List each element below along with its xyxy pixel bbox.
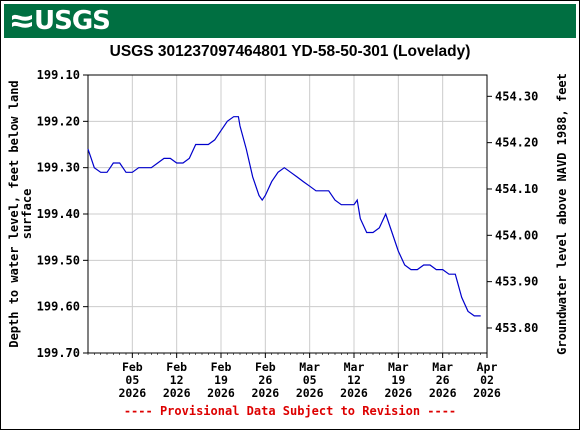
x-tick-label: 2026 bbox=[340, 386, 368, 400]
left-tick-label: 199.60 bbox=[37, 300, 80, 314]
plot-border bbox=[87, 74, 488, 354]
series-line bbox=[87, 116, 481, 317]
x-tick-label: Mar bbox=[432, 360, 453, 374]
usgs-wave-icon bbox=[12, 14, 32, 28]
right-tick-label: 454.00 bbox=[495, 228, 538, 242]
left-tick-label: 199.40 bbox=[37, 207, 80, 221]
right-tick-label: 454.20 bbox=[495, 136, 538, 150]
x-tick-label: Feb bbox=[122, 360, 143, 374]
usgs-logo: USGS bbox=[34, 6, 111, 36]
x-tick-label: 2026 bbox=[207, 386, 235, 400]
x-tick-label: 2026 bbox=[296, 386, 324, 400]
x-tick-label: Feb bbox=[211, 360, 232, 374]
x-tick-label: 12 bbox=[347, 373, 361, 387]
right-tick-label: 454.10 bbox=[495, 182, 538, 196]
x-tick-label: 19 bbox=[391, 373, 405, 387]
x-tick-label: 26 bbox=[436, 373, 450, 387]
x-tick-label: Mar bbox=[344, 360, 365, 374]
y-axis-label-right: Groundwater level above NAVD 1988, feet bbox=[555, 73, 569, 355]
left-tick-label: 199.20 bbox=[37, 114, 80, 128]
y-axis-label-left: Depth to water level, feet below land bbox=[7, 80, 21, 347]
x-tick-label: Mar bbox=[388, 360, 409, 374]
provisional-notice: ---- Provisional Data Subject to Revisio… bbox=[123, 404, 457, 418]
x-tick-label: Apr bbox=[477, 360, 498, 374]
x-tick-label: Feb bbox=[166, 360, 187, 374]
left-tick-label: 199.10 bbox=[37, 68, 80, 82]
y-axis-label-left: surface bbox=[20, 189, 34, 240]
x-tick-label: 2026 bbox=[384, 386, 412, 400]
x-tick-label: 05 bbox=[125, 373, 139, 387]
x-tick-label: 12 bbox=[170, 373, 184, 387]
x-tick-label: 26 bbox=[258, 373, 272, 387]
x-tick-label: 2026 bbox=[163, 386, 191, 400]
x-tick-label: Mar bbox=[299, 360, 320, 374]
x-tick-label: 2026 bbox=[251, 386, 279, 400]
left-tick-label: 199.50 bbox=[37, 253, 80, 267]
x-tick-label: 02 bbox=[480, 373, 494, 387]
left-tick-label: 199.70 bbox=[37, 346, 80, 360]
right-tick-label: 454.30 bbox=[495, 89, 538, 103]
right-tick-label: 453.80 bbox=[495, 321, 538, 335]
left-tick-label: 199.30 bbox=[37, 161, 80, 175]
x-tick-label: 2026 bbox=[429, 386, 457, 400]
x-tick-label: Feb bbox=[255, 360, 276, 374]
chart-title: USGS 301237097464801 YD-58-50-301 (Lovel… bbox=[109, 43, 471, 60]
right-tick-label: 453.90 bbox=[495, 275, 538, 289]
x-tick-label: 2026 bbox=[473, 386, 501, 400]
usgs-banner: USGS bbox=[4, 4, 576, 38]
x-tick-label: 2026 bbox=[118, 386, 146, 400]
x-tick-label: 19 bbox=[214, 373, 228, 387]
x-tick-label: 05 bbox=[303, 373, 317, 387]
